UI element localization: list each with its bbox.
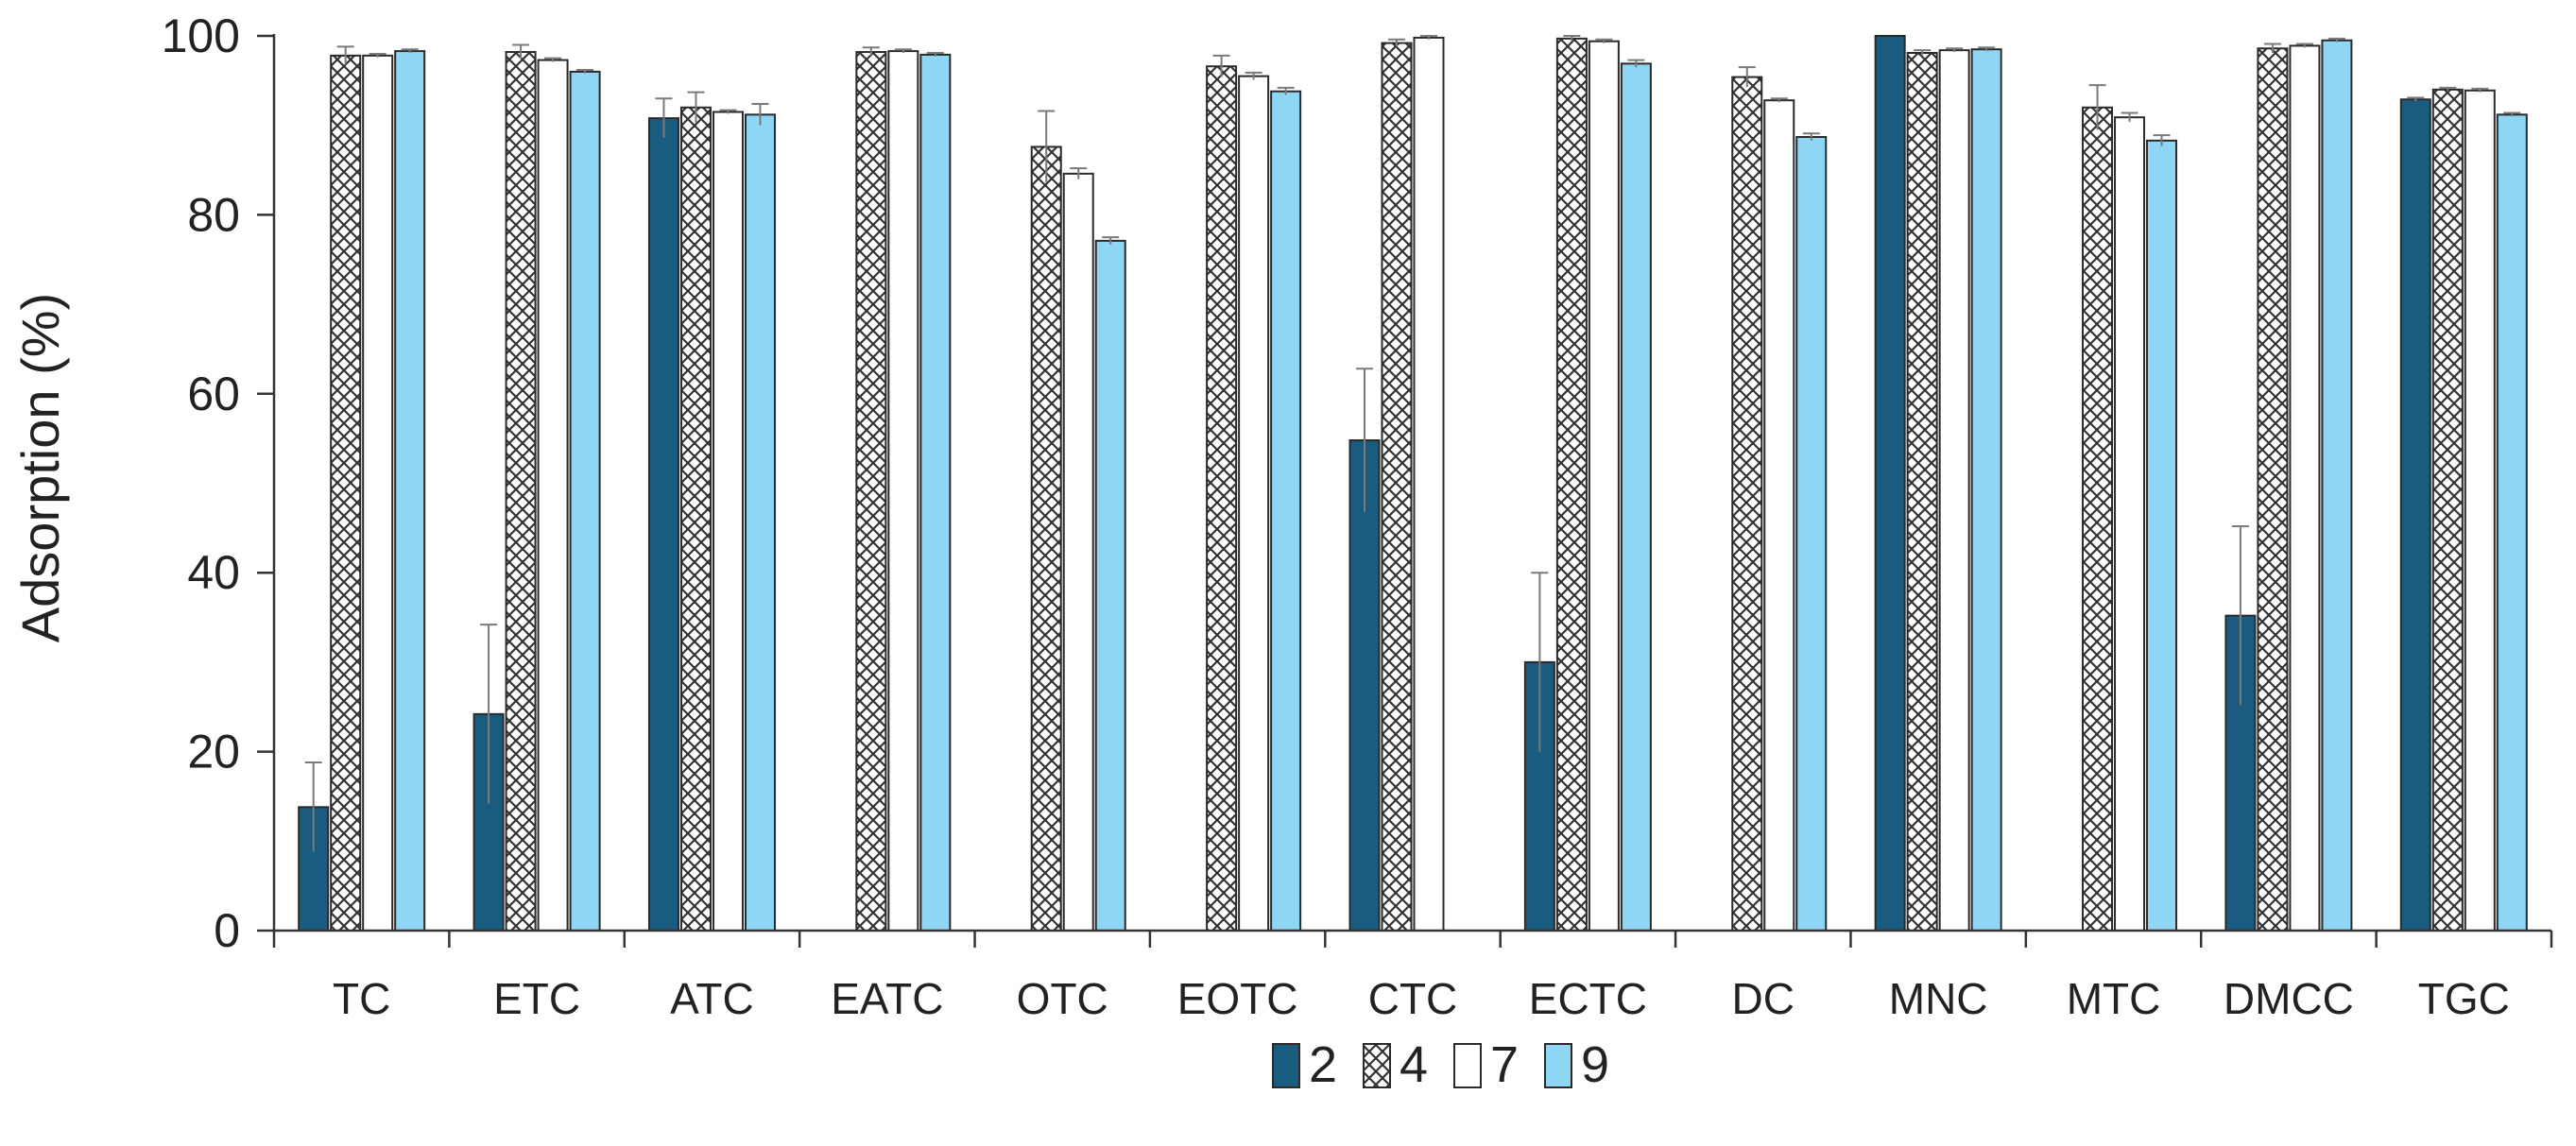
y-axis-title: Adsorption (%) (10, 293, 70, 642)
bar-DC-series-4 (1731, 76, 1763, 932)
bar-CTC-series-7 (1413, 36, 1445, 932)
x-tick-label-OTC: OTC (1017, 974, 1108, 1023)
bar-CTC-series-4 (1381, 42, 1413, 932)
x-tick-label-ETC: ETC (493, 974, 580, 1023)
bar-TGC-series-7 (2464, 89, 2496, 932)
bar-MNC-series-4 (1906, 51, 1938, 932)
bar-TGC-series-4 (2431, 88, 2464, 932)
bar-ECTC-series-9 (1620, 62, 1652, 932)
bar-ATC-series-7 (712, 111, 744, 932)
bar-DMCC-series-7 (2289, 44, 2321, 932)
bar-ECTC-series-7 (1588, 40, 1620, 932)
y-tick-label-100: 100 (162, 9, 240, 62)
bar-DC-series-7 (1763, 99, 1795, 932)
x-tick-label-TC: TC (333, 974, 390, 1023)
bar-EATC-series-4 (855, 51, 887, 932)
x-tick-label-TGC: TGC (2418, 974, 2510, 1023)
bar-MTC-series-4 (2082, 106, 2114, 932)
axes: 0 20 40 60 80 100 TC ETC ATC EATC OTC EOTC CTC ECTC DC… (162, 9, 2553, 1023)
legend: 2 4 7 9 (1272, 1036, 1609, 1093)
x-tick-label-EOTC: EOTC (1177, 974, 1298, 1023)
bar-OTC-series-7 (1062, 172, 1094, 932)
bar-OTC-series-4 (1030, 145, 1062, 932)
bar-EOTC-series-7 (1238, 75, 1270, 932)
legend-swatch-7 (1453, 1043, 1482, 1088)
bar-ECTC-series-2 (1523, 660, 1555, 932)
x-tick-label-MNC: MNC (1889, 974, 1988, 1023)
bar-MNC-series-9 (1970, 48, 2002, 932)
x-tick-label-ECTC: ECTC (1529, 974, 1647, 1023)
x-tick-label-CTC: CTC (1368, 974, 1458, 1023)
bar-TC-series-4 (330, 54, 362, 932)
bar-ATC-series-2 (647, 117, 679, 932)
legend-label-2: 2 (1309, 1036, 1337, 1093)
y-tick-label-60: 60 (187, 368, 240, 420)
y-tick-label-80: 80 (187, 188, 240, 241)
bar-CTC-series-2 (1348, 439, 1381, 932)
bar-MNC-series-2 (1874, 35, 1906, 932)
plot-area (298, 35, 2528, 932)
bar-ETC-series-9 (569, 70, 601, 932)
legend-swatch-2 (1272, 1043, 1300, 1088)
bar-ETC-series-7 (537, 59, 569, 932)
bar-TGC-series-9 (2496, 113, 2528, 932)
legend-label-9: 9 (1581, 1036, 1609, 1093)
legend-swatch-9 (1544, 1043, 1572, 1088)
legend-label-4: 4 (1400, 1036, 1428, 1093)
bar-ETC-series-4 (505, 51, 537, 932)
y-tick-label-20: 20 (187, 726, 240, 778)
bar-ATC-series-9 (744, 113, 776, 932)
bar-MTC-series-7 (2114, 116, 2146, 932)
y-tick-label-0: 0 (214, 904, 240, 957)
bar-OTC-series-9 (1094, 239, 1126, 932)
bar-DMCC-series-4 (2257, 47, 2289, 932)
bar-TC-series-7 (362, 54, 394, 932)
bar-DC-series-9 (1795, 136, 1828, 932)
bar-TC-series-9 (394, 50, 426, 932)
bar-MNC-series-7 (1938, 49, 1970, 932)
bar-ECTC-series-4 (1555, 37, 1588, 932)
bar-EATC-series-7 (887, 50, 919, 932)
y-tick-label-40: 40 (187, 546, 240, 599)
bar-TGC-series-2 (2399, 98, 2431, 932)
bar-ATC-series-4 (679, 106, 712, 932)
legend-label-7: 7 (1490, 1036, 1519, 1093)
bar-EATC-series-9 (919, 53, 952, 932)
legend-swatch-4 (1363, 1043, 1391, 1088)
x-tick-label-EATC: EATC (831, 974, 943, 1023)
x-tick-label-DMCC: DMCC (2224, 974, 2354, 1023)
x-tick-label-MTC: MTC (2067, 974, 2161, 1023)
bar-MTC-series-9 (2146, 139, 2178, 932)
bar-EOTC-series-4 (1206, 65, 1238, 932)
x-tick-label-DC: DC (1732, 974, 1795, 1023)
bar-DMCC-series-9 (2321, 39, 2353, 932)
bar-EOTC-series-9 (1270, 90, 1302, 932)
x-tick-label-ATC: ATC (670, 974, 754, 1023)
